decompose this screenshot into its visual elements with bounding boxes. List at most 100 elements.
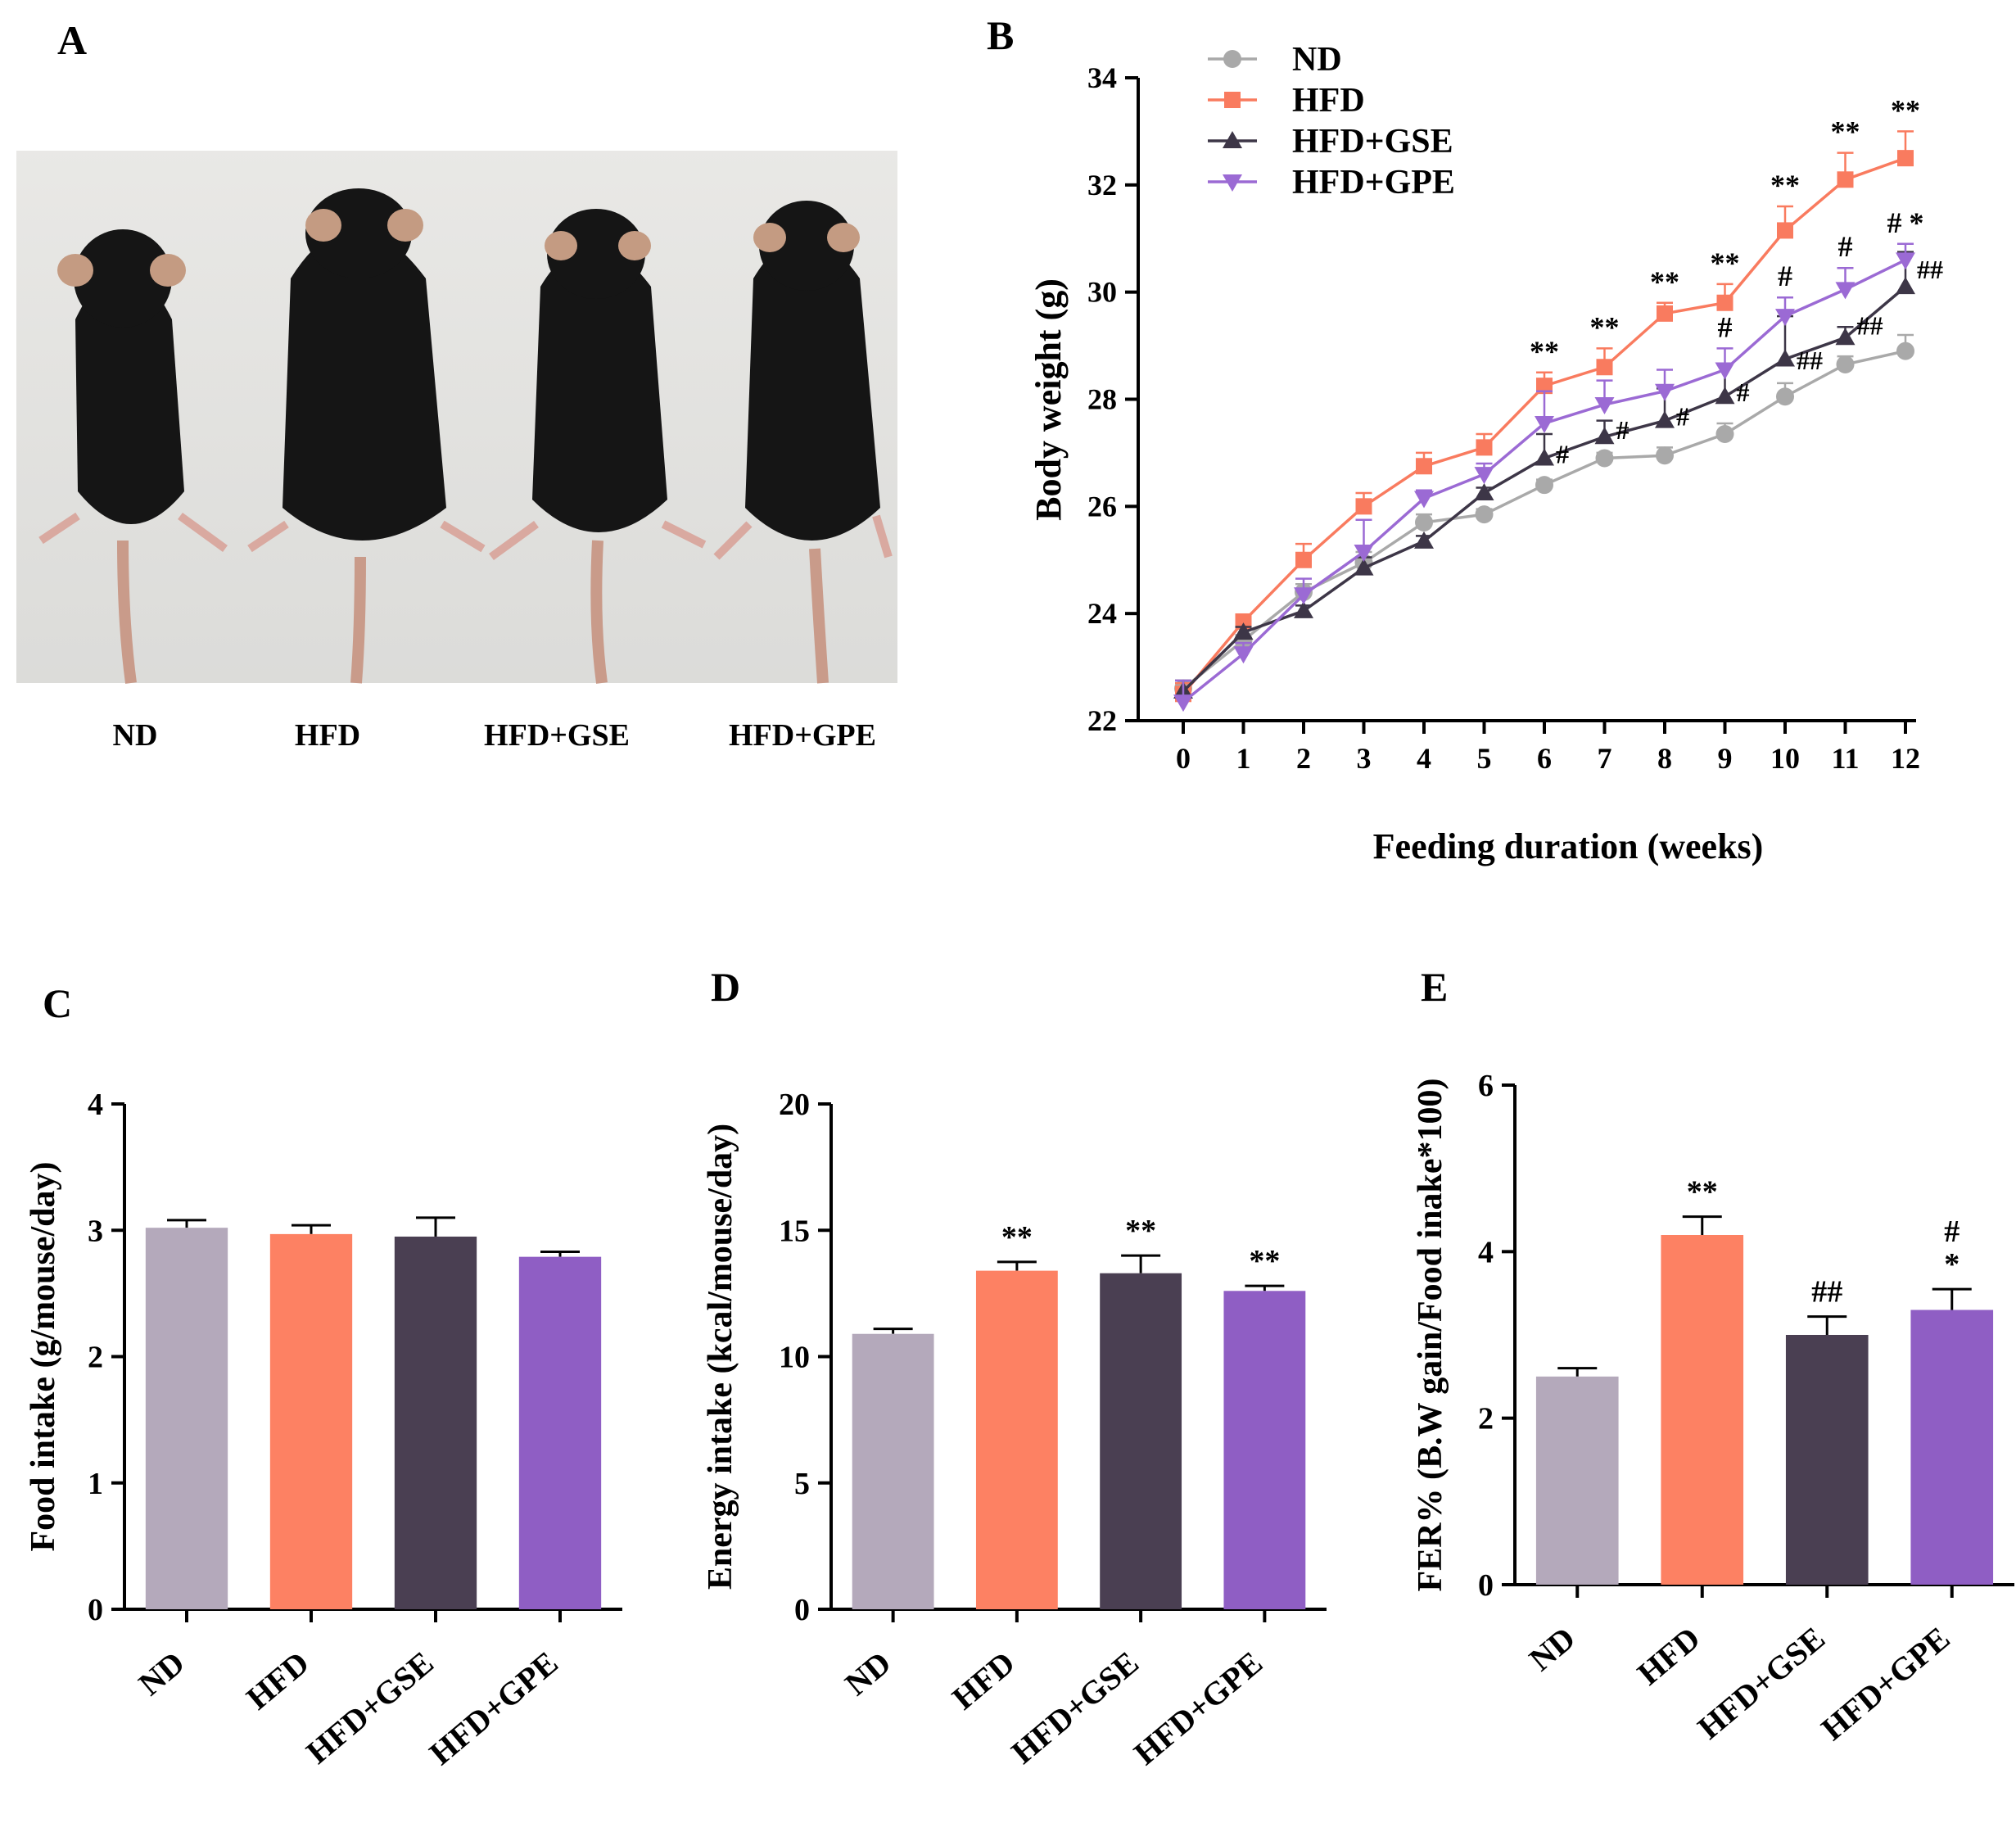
chart-d-energy-intake: 0 5 10 15 20 Energy intake (kcal/mouse/day) ND…: [702, 1088, 1327, 1772]
marker-triangle: [1594, 427, 1615, 445]
mouse-nd-picture: [38, 229, 228, 684]
y-axis-title: Energy intake (kcal/mouse/day): [702, 1124, 739, 1590]
significance-label: #: [1838, 230, 1853, 263]
y-tick-label: 26: [1087, 490, 1117, 522]
marker-square: [1897, 150, 1914, 167]
significance-label: #: [1556, 439, 1569, 468]
marker-square: [1596, 359, 1613, 376]
significance-label: **: [1891, 93, 1920, 126]
y-tick-label: 4: [1478, 1235, 1494, 1269]
marker-triangle-down: [1223, 174, 1242, 192]
significance-label: ##: [1811, 1275, 1842, 1310]
significance-label: **: [1001, 1220, 1033, 1255]
chart-e-fer: 0 2 4 6 FER% (B.W gain/Food inake*100) ND HFD *…: [1412, 1069, 2014, 1748]
marker-square: [1224, 92, 1241, 108]
series-hfd-gse: [1173, 251, 1915, 699]
x-tick-label: HFD+GSE: [1691, 1619, 1832, 1746]
y-tick-label: 10: [779, 1341, 810, 1375]
panel-label-c: C: [43, 980, 72, 1026]
x-tick-label: HFD+GSE: [299, 1644, 440, 1771]
y-tick-label: 22: [1087, 704, 1117, 737]
bar-nd: [852, 1333, 934, 1609]
marker-circle: [1415, 513, 1433, 532]
significance-label: **: [1711, 247, 1740, 279]
marker-triangle-down: [1173, 694, 1193, 712]
x-tick-label: HFD: [239, 1644, 316, 1717]
marker-triangle: [1223, 131, 1242, 148]
y-tick-label: 4: [88, 1088, 103, 1122]
x-tick-label: 0: [1176, 742, 1191, 775]
x-tick-label: 1: [1236, 742, 1251, 775]
marker-triangle-down: [1233, 646, 1254, 664]
significance-label: #: [1944, 1215, 1959, 1249]
y-tick-label: 0: [1478, 1568, 1494, 1603]
y-tick-label: 32: [1087, 169, 1117, 201]
marker-triangle-down: [1715, 362, 1735, 380]
photo-caption-nd: ND: [113, 718, 158, 753]
significance-label: ##: [1917, 255, 1943, 284]
marker-triangle-down: [1294, 587, 1313, 605]
significance-label: **: [1831, 115, 1860, 148]
marker-circle: [1223, 50, 1241, 68]
marker-square: [1235, 613, 1252, 630]
y-tick-label: 6: [1478, 1069, 1494, 1103]
significance-label: **: [1650, 265, 1679, 298]
marker-triangle: [1655, 410, 1675, 428]
legend-label: HFD+GPE: [1292, 164, 1455, 201]
marker-triangle: [1233, 622, 1254, 640]
marker-circle: [1776, 387, 1794, 406]
x-tick-label: 4: [1417, 742, 1431, 775]
y-tick-label: 34: [1087, 61, 1117, 94]
marker-circle: [1896, 342, 1914, 360]
y-tick-label: 24: [1087, 597, 1117, 630]
bar-hfd-gse: [1100, 1273, 1182, 1609]
y-axis-title: FER% (B.W gain/Food inake*100): [1412, 1079, 1449, 1592]
marker-square: [1476, 439, 1493, 456]
bar-hfd-gse: [394, 1236, 477, 1609]
bar-hfd: [1661, 1235, 1744, 1585]
y-tick-label: 28: [1087, 383, 1117, 416]
y-tick-label: 15: [779, 1214, 810, 1248]
significance-label: #: [1737, 378, 1750, 407]
marker-square: [1416, 458, 1432, 475]
marker-triangle: [1775, 349, 1795, 367]
x-tick-label: ND: [132, 1644, 192, 1703]
y-tick-label: 2: [88, 1341, 103, 1375]
x-tick-label: HFD: [1630, 1619, 1707, 1692]
marker-triangle-down: [1354, 544, 1374, 562]
x-tick-label: HFD+GPE: [1814, 1619, 1956, 1747]
mouse-gpe-picture: [713, 201, 893, 684]
legend-label: ND: [1292, 41, 1342, 79]
marker-triangle-down: [1655, 383, 1675, 401]
y-tick-label: 2: [1478, 1402, 1494, 1436]
significance-label: **: [1770, 169, 1800, 201]
marker-triangle-down: [1835, 282, 1856, 300]
marker-triangle-down: [1896, 252, 1915, 270]
x-tick-label: 6: [1537, 742, 1552, 775]
bar-hfd-gpe: [1223, 1291, 1306, 1609]
marker-triangle: [1354, 558, 1374, 576]
mouse-hfd-picture: [247, 188, 486, 684]
x-tick-label: HFD+GSE: [1005, 1644, 1146, 1771]
marker-square: [1536, 378, 1553, 395]
x-tick-label: 10: [1770, 742, 1800, 775]
marker-triangle-down: [1594, 397, 1615, 415]
y-axis-title: Body weight (g): [1028, 278, 1069, 521]
bar-hfd-gse: [1785, 1335, 1869, 1585]
marker-triangle-down: [1474, 467, 1494, 485]
mouse-gse-picture: [489, 209, 707, 684]
y-tick-label: 1: [88, 1467, 103, 1501]
marker-triangle-down: [1775, 309, 1795, 327]
panel-label-b: B: [987, 12, 1014, 58]
marker-circle: [1475, 505, 1494, 524]
significance-label: #: [1718, 310, 1733, 343]
bar-hfd-gpe: [518, 1256, 602, 1609]
marker-triangle-down: [1414, 491, 1434, 509]
significance-label: **: [1530, 335, 1559, 368]
significance-label: **: [1687, 1175, 1718, 1210]
photo-caption-hfd: HFD: [295, 718, 360, 753]
marker-triangle: [1835, 328, 1856, 346]
significance-label: #: [1778, 260, 1792, 292]
